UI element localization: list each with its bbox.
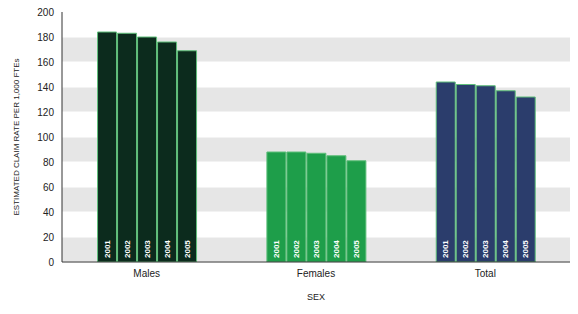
svg-text:2003: 2003 <box>143 240 152 258</box>
svg-text:80: 80 <box>43 157 55 168</box>
svg-text:100: 100 <box>37 132 54 143</box>
svg-text:120: 120 <box>37 107 54 118</box>
svg-text:60: 60 <box>43 182 55 193</box>
svg-text:160: 160 <box>37 57 54 68</box>
svg-text:2001: 2001 <box>103 240 112 258</box>
svg-text:2005: 2005 <box>521 240 530 258</box>
svg-text:2005: 2005 <box>183 240 192 258</box>
svg-text:2004: 2004 <box>501 240 510 258</box>
svg-text:2002: 2002 <box>292 240 301 258</box>
svg-text:2004: 2004 <box>332 240 341 258</box>
svg-text:2004: 2004 <box>163 240 172 258</box>
svg-text:Total: Total <box>475 268 496 279</box>
svg-text:2005: 2005 <box>352 240 361 258</box>
svg-text:2002: 2002 <box>461 240 470 258</box>
svg-text:2001: 2001 <box>272 240 281 258</box>
svg-text:2003: 2003 <box>481 240 490 258</box>
svg-text:SEX: SEX <box>307 292 325 302</box>
svg-text:Males: Males <box>133 268 160 279</box>
svg-text:20: 20 <box>43 232 55 243</box>
svg-text:ESTIMATED CLAIM RATE PER 1,000: ESTIMATED CLAIM RATE PER 1,000 FTEs <box>12 58 21 215</box>
svg-text:0: 0 <box>48 257 54 268</box>
svg-text:180: 180 <box>37 32 54 43</box>
svg-text:2002: 2002 <box>123 240 132 258</box>
svg-text:140: 140 <box>37 82 54 93</box>
svg-text:40: 40 <box>43 207 55 218</box>
svg-text:Females: Females <box>297 268 335 279</box>
svg-text:2003: 2003 <box>312 240 321 258</box>
svg-text:2001: 2001 <box>441 240 450 258</box>
svg-text:200: 200 <box>37 7 54 18</box>
